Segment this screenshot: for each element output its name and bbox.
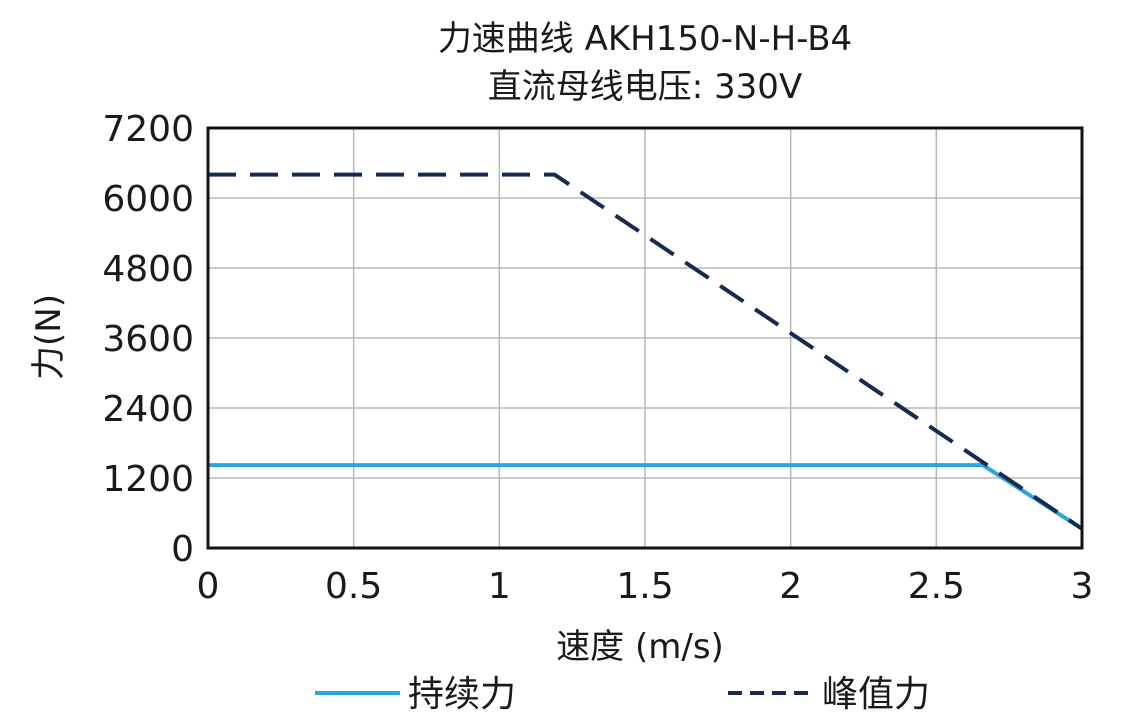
- plot-frame: [206, 126, 1084, 550]
- x-tick-label: 0.5: [325, 566, 382, 607]
- y-tick-label: 0: [171, 529, 194, 570]
- x-tick-label: 2: [779, 566, 802, 607]
- y-tick-label: 1200: [102, 459, 194, 500]
- chart-subtitle: 直流母线电压: 330V: [488, 67, 802, 107]
- y-axis-label: 力(N): [29, 294, 69, 380]
- y-tick-label: 7200: [102, 109, 194, 150]
- y-tick-label: 3600: [102, 319, 194, 360]
- x-axis-label: 速度 (m/s): [556, 627, 724, 667]
- x-tick-label: 1.5: [616, 566, 673, 607]
- chart-title: 力速曲线 AKH150-N-H-B4: [438, 19, 852, 59]
- y-tick-label: 4800: [102, 249, 194, 290]
- y-tick-labels: 0 1200 2400 3600 4800 6000 7200: [102, 109, 194, 570]
- x-tick-label: 0: [197, 566, 220, 607]
- legend-label-peak: 峰值力: [822, 674, 930, 715]
- legend-label-continuous: 持续力: [408, 674, 516, 715]
- series-layer: [208, 172, 1084, 531]
- y-tick-label: 2400: [102, 389, 194, 430]
- x-tick-label: 2.5: [908, 566, 965, 607]
- grid-lines: [207, 127, 1083, 549]
- x-tick-label: 1: [488, 566, 511, 607]
- legend: 持续力 峰值力: [315, 674, 930, 715]
- y-tick-label: 6000: [102, 179, 194, 220]
- x-tick-labels: 0 0.5 1 1.5 2 2.5 3: [197, 566, 1094, 607]
- series-line-1: [208, 172, 1084, 531]
- x-tick-label: 3: [1071, 566, 1094, 607]
